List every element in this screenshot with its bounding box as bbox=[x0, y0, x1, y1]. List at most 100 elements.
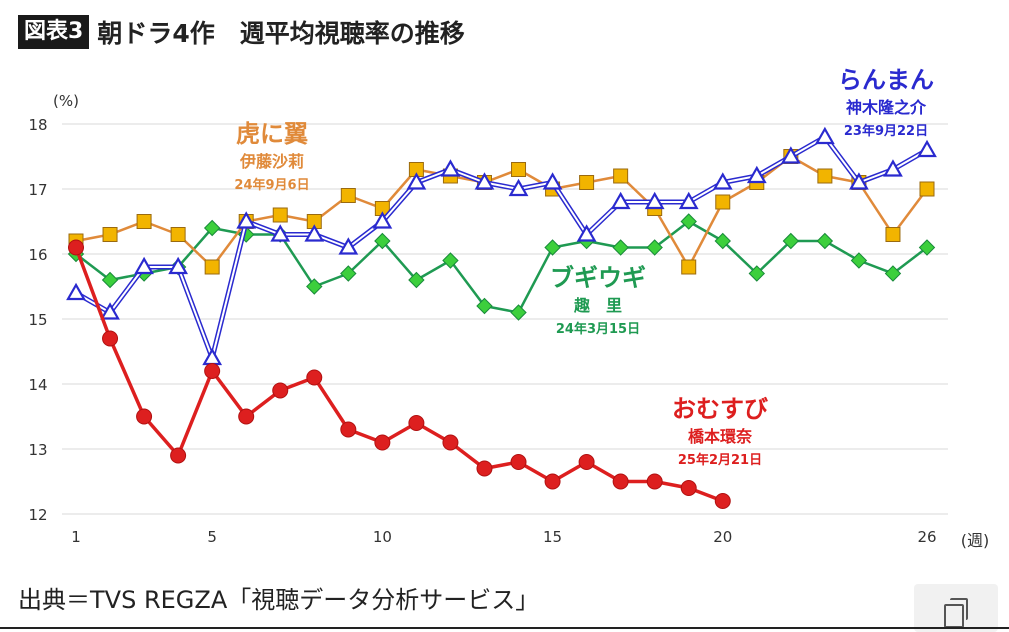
data-point-ranman bbox=[372, 211, 393, 229]
data-point-toranitsubasa bbox=[102, 227, 118, 242]
data-point-toranitsubasa bbox=[919, 181, 935, 197]
x-tick-label: 1 bbox=[71, 528, 81, 546]
data-point-ranman bbox=[508, 178, 529, 197]
copy-button[interactable] bbox=[914, 584, 998, 632]
data-point-ranman bbox=[678, 191, 699, 210]
data-point-boogiewoogie bbox=[680, 213, 697, 230]
data-point-ranman bbox=[849, 172, 869, 190]
data-point-omusubi bbox=[544, 473, 561, 490]
data-point-boogiewoogie bbox=[612, 239, 629, 256]
chart-title: 朝ドラ4作 週平均視聴率の推移 bbox=[97, 19, 465, 48]
data-point-toranitsubasa bbox=[715, 194, 731, 210]
data-point-ranman bbox=[883, 159, 903, 177]
data-point-toranitsubasa bbox=[579, 175, 595, 190]
data-point-omusubi bbox=[646, 473, 663, 490]
data-point-toranitsubasa bbox=[136, 214, 152, 229]
data-point-omusubi bbox=[238, 408, 255, 425]
data-point-ranman bbox=[917, 139, 937, 158]
data-point-omusubi bbox=[170, 447, 187, 464]
data-point-omusubi bbox=[340, 421, 357, 438]
data-point-omusubi bbox=[272, 382, 289, 399]
data-point-toranitsubasa bbox=[681, 259, 697, 275]
data-point-omusubi bbox=[136, 408, 153, 425]
data-point-omusubi bbox=[204, 363, 221, 379]
data-point-toranitsubasa bbox=[511, 162, 527, 177]
data-point-ranman bbox=[134, 256, 154, 275]
data-point-boogiewoogie bbox=[306, 278, 323, 295]
y-tick-label: 14 bbox=[28, 376, 47, 394]
series-label-toranitsubasa: 伊藤沙莉 bbox=[239, 152, 304, 171]
data-point-boogiewoogie bbox=[884, 265, 902, 282]
data-point-ranman bbox=[712, 172, 733, 190]
data-point-ranman bbox=[440, 159, 461, 177]
x-tick-label: 26 bbox=[917, 528, 936, 546]
data-point-ranman bbox=[474, 172, 495, 190]
series-label-omusubi: 橋本環奈 bbox=[688, 427, 753, 446]
series-line-toranitsubasa bbox=[75, 155, 929, 269]
copy-icon bbox=[944, 604, 964, 628]
x-tick-label: 5 bbox=[207, 528, 217, 546]
data-point-toranitsubasa bbox=[170, 227, 186, 242]
data-point-boogiewoogie bbox=[476, 297, 493, 315]
data-point-boogiewoogie bbox=[203, 219, 221, 237]
data-point-toranitsubasa bbox=[340, 188, 356, 203]
series-label-toranitsubasa: 虎に翼 bbox=[236, 120, 308, 148]
x-tick-label: 20 bbox=[713, 528, 732, 546]
series-line-boogiewoogie bbox=[75, 220, 928, 314]
data-point-ranman bbox=[746, 165, 767, 184]
y-tick-label: 18 bbox=[28, 116, 47, 134]
data-point-ranman bbox=[202, 347, 223, 366]
data-point-omusubi bbox=[510, 454, 527, 470]
data-point-omusubi bbox=[578, 454, 595, 470]
data-point-boogiewoogie bbox=[101, 271, 119, 289]
data-point-omusubi bbox=[306, 369, 323, 386]
data-point-omusubi bbox=[714, 493, 731, 509]
data-point-ranman bbox=[304, 224, 325, 242]
data-point-boogiewoogie bbox=[544, 239, 561, 256]
figure-badge: 図表3 bbox=[18, 15, 90, 49]
series-label-toranitsubasa: 24年9月6日 bbox=[234, 177, 309, 193]
series-label-omusubi: おむすび bbox=[672, 395, 768, 423]
data-point-omusubi bbox=[476, 460, 493, 477]
data-point-boogiewoogie bbox=[714, 232, 731, 250]
y-tick-label: 16 bbox=[28, 246, 47, 264]
data-point-omusubi bbox=[408, 415, 425, 431]
series-label-omusubi: 25年2月21日 bbox=[678, 452, 762, 468]
data-point-ranman bbox=[576, 224, 597, 242]
data-point-ranman bbox=[644, 191, 665, 210]
data-point-boogiewoogie bbox=[646, 239, 663, 256]
series-label-boogiewoogie: 24年3月15日 bbox=[556, 321, 640, 337]
x-tick-label: 15 bbox=[543, 528, 562, 546]
series-label-ranman: 神木隆之介 bbox=[846, 98, 927, 117]
data-point-ranman bbox=[236, 211, 257, 229]
y-tick-label: 12 bbox=[28, 506, 47, 524]
data-point-ranman bbox=[406, 172, 427, 190]
data-point-boogiewoogie bbox=[782, 232, 800, 250]
data-point-ranman bbox=[542, 172, 563, 190]
data-point-boogiewoogie bbox=[850, 252, 868, 269]
data-point-boogiewoogie bbox=[748, 265, 766, 282]
data-point-toranitsubasa bbox=[613, 168, 629, 184]
data-point-boogiewoogie bbox=[408, 271, 425, 289]
data-point-boogiewoogie bbox=[816, 232, 834, 250]
data-point-omusubi bbox=[68, 239, 84, 256]
series-line-ranman bbox=[74, 134, 929, 361]
data-point-toranitsubasa bbox=[885, 227, 901, 242]
data-point-boogiewoogie bbox=[918, 239, 936, 256]
data-point-ranman bbox=[610, 191, 631, 210]
source-note: 出典＝TVS REGZA「視聴データ分析サービス」 bbox=[18, 586, 540, 614]
data-point-omusubi bbox=[612, 473, 629, 490]
copy-icon-back bbox=[950, 598, 968, 620]
data-point-boogiewoogie bbox=[510, 304, 527, 321]
y-tick-label: 13 bbox=[28, 441, 47, 459]
data-point-ranman bbox=[270, 224, 291, 242]
series-label-boogiewoogie: 趣 里 bbox=[573, 296, 622, 315]
data-point-omusubi bbox=[442, 434, 459, 451]
data-point-ranman bbox=[168, 256, 189, 275]
data-point-ranman bbox=[100, 302, 120, 320]
data-point-toranitsubasa bbox=[204, 259, 220, 275]
series-label-boogiewoogie: ブギウギ bbox=[550, 264, 646, 292]
series-label-ranman: らんまん bbox=[838, 66, 934, 94]
data-point-ranman bbox=[338, 237, 359, 255]
y-tick-label: 17 bbox=[28, 181, 47, 199]
